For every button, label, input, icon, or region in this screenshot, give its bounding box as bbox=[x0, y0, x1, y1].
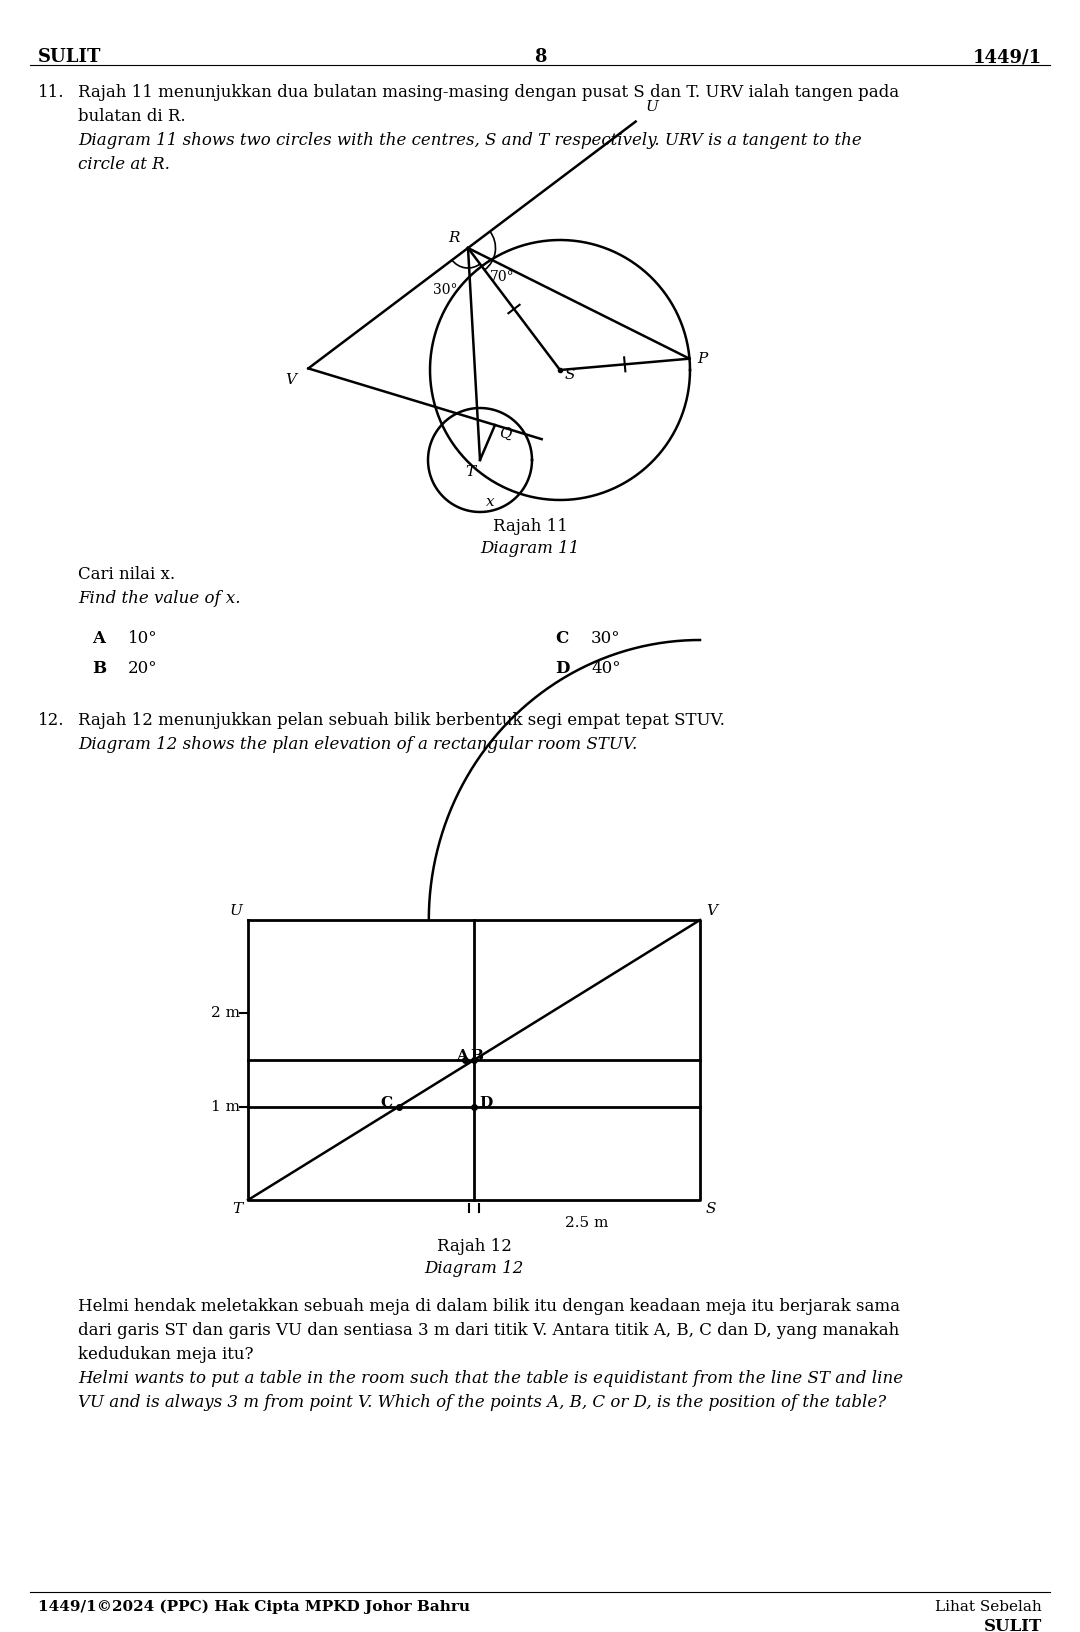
Text: S: S bbox=[565, 367, 576, 382]
Text: T: T bbox=[232, 1203, 242, 1216]
Text: 20°: 20° bbox=[129, 659, 158, 677]
Text: dari garis ST dan garis VU dan sentiasa 3 m dari titik V. Antara titik A, B, C d: dari garis ST dan garis VU dan sentiasa … bbox=[78, 1322, 900, 1338]
Text: 1 m: 1 m bbox=[211, 1100, 240, 1113]
Text: 8: 8 bbox=[534, 47, 546, 65]
Text: x: x bbox=[486, 494, 495, 509]
Text: 2.5 m: 2.5 m bbox=[565, 1216, 609, 1231]
Text: Find the value of x.: Find the value of x. bbox=[78, 591, 241, 607]
Text: Lihat Sebelah: Lihat Sebelah bbox=[935, 1599, 1042, 1614]
Text: Diagram 11 shows two circles with the centres, S and T respectively. URV is a ta: Diagram 11 shows two circles with the ce… bbox=[78, 132, 862, 149]
Text: 1449/1: 1449/1 bbox=[973, 47, 1042, 65]
Text: A: A bbox=[92, 630, 105, 646]
Text: Helmi wants to put a table in the room such that the table is equidistant from t: Helmi wants to put a table in the room s… bbox=[78, 1369, 903, 1387]
Text: 11.: 11. bbox=[38, 83, 65, 101]
Text: kedudukan meja itu?: kedudukan meja itu? bbox=[78, 1346, 254, 1363]
Text: D: D bbox=[480, 1095, 492, 1110]
Text: D: D bbox=[555, 659, 569, 677]
Text: Diagram 12: Diagram 12 bbox=[424, 1260, 524, 1276]
Text: 12.: 12. bbox=[38, 712, 65, 730]
Text: U: U bbox=[229, 904, 242, 917]
Text: bulatan di R.: bulatan di R. bbox=[78, 108, 186, 126]
Text: 1449/1©2024 (PPC) Hak Cipta MPKD Johor Bahru: 1449/1©2024 (PPC) Hak Cipta MPKD Johor B… bbox=[38, 1599, 470, 1614]
Text: B: B bbox=[470, 1049, 483, 1062]
Text: Rajah 12 menunjukkan pelan sebuah bilik berbentuk segi empat tepat STUV.: Rajah 12 menunjukkan pelan sebuah bilik … bbox=[78, 712, 725, 730]
Text: T: T bbox=[464, 465, 475, 480]
Text: A: A bbox=[456, 1049, 468, 1062]
Text: 10°: 10° bbox=[129, 630, 158, 646]
Text: 40°: 40° bbox=[591, 659, 621, 677]
Text: Rajah 11: Rajah 11 bbox=[492, 517, 567, 535]
Text: 2 m: 2 m bbox=[211, 1007, 240, 1020]
Text: B: B bbox=[92, 659, 106, 677]
Text: Rajah 12: Rajah 12 bbox=[436, 1239, 512, 1255]
Text: V: V bbox=[285, 374, 296, 387]
Text: circle at R.: circle at R. bbox=[78, 157, 170, 173]
Text: 30°: 30° bbox=[591, 630, 621, 646]
Text: Diagram 12 shows the plan elevation of a rectangular room STUV.: Diagram 12 shows the plan elevation of a… bbox=[78, 736, 637, 752]
Text: Diagram 11: Diagram 11 bbox=[481, 540, 580, 557]
Text: 30°: 30° bbox=[433, 282, 458, 297]
Text: Q: Q bbox=[499, 428, 512, 441]
Text: R: R bbox=[448, 232, 460, 245]
Text: SULIT: SULIT bbox=[984, 1617, 1042, 1632]
Text: Helmi hendak meletakkan sebuah meja di dalam bilik itu dengan keadaan meja itu b: Helmi hendak meletakkan sebuah meja di d… bbox=[78, 1297, 900, 1315]
Text: Cari nilai x.: Cari nilai x. bbox=[78, 566, 175, 583]
Text: 70°: 70° bbox=[490, 269, 515, 284]
Text: VU and is always 3 m from point V. Which of the points A, B, C or D, is the posi: VU and is always 3 m from point V. Which… bbox=[78, 1394, 886, 1412]
Text: V: V bbox=[706, 904, 717, 917]
Text: P: P bbox=[698, 351, 707, 366]
Text: U: U bbox=[646, 100, 659, 114]
Text: S: S bbox=[706, 1203, 716, 1216]
Text: Rajah 11 menunjukkan dua bulatan masing-masing dengan pusat S dan T. URV ialah t: Rajah 11 menunjukkan dua bulatan masing-… bbox=[78, 83, 900, 101]
Text: C: C bbox=[555, 630, 568, 646]
Text: C: C bbox=[380, 1095, 393, 1110]
Text: SULIT: SULIT bbox=[38, 47, 102, 65]
